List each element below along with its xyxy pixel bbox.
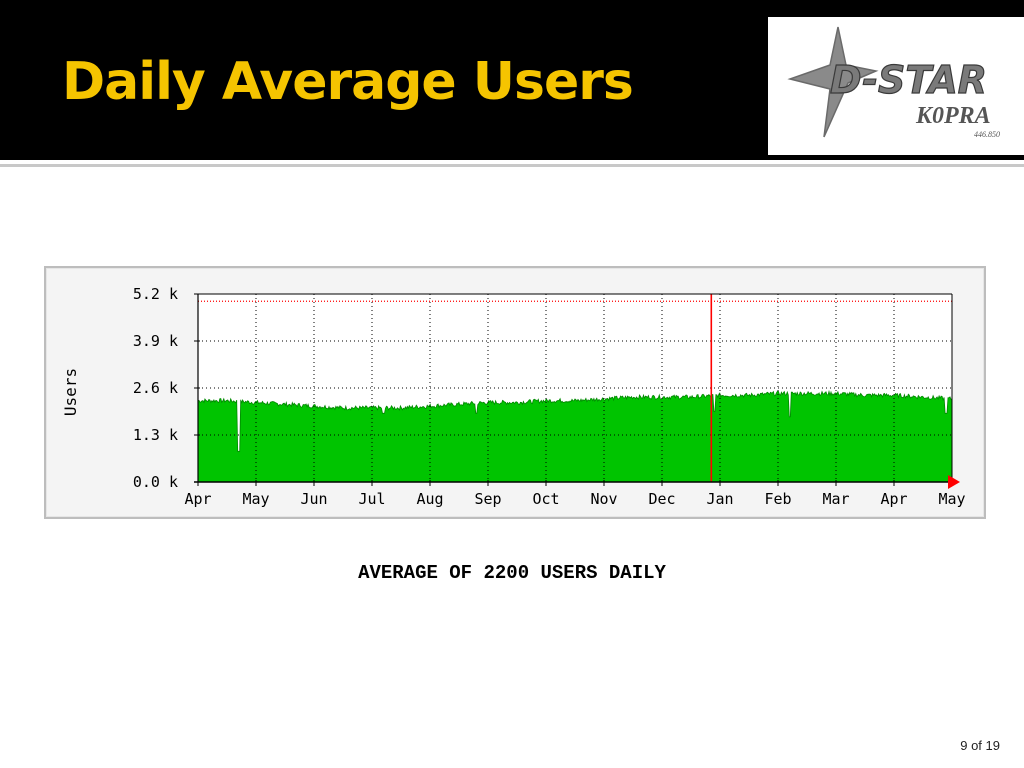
x-tick-label: Dec xyxy=(648,490,675,508)
x-tick-label: Jan xyxy=(706,490,733,508)
x-tick-label: May xyxy=(242,490,269,508)
header-rule-gray xyxy=(0,164,1024,167)
users-area-series xyxy=(197,389,953,483)
x-tick-label: Jul xyxy=(358,490,385,508)
logo-dstar-text: D-STAR xyxy=(830,58,987,102)
header-rule-white xyxy=(0,160,1024,163)
x-tick-label: Nov xyxy=(590,490,617,508)
y-tick-label: 5.2 k xyxy=(133,285,178,303)
chart-caption: AVERAGE OF 2200 USERS DAILY xyxy=(358,562,666,584)
x-tick-label: Mar xyxy=(822,490,849,508)
y-tick-label: 0.0 k xyxy=(133,473,178,491)
x-tick-label: Jun xyxy=(300,490,327,508)
x-tick-label: Aug xyxy=(416,490,443,508)
x-tick-label: Apr xyxy=(184,490,211,508)
x-tick-label: Feb xyxy=(764,490,791,508)
logo-callsign-text: K0PRA xyxy=(915,103,991,129)
chart-frame: Users 0.0 k 1.3 k 2.6 k 3.9 k 5.2 k Apr May Jun… xyxy=(44,266,986,519)
logo-frequency-text: 446.850 xyxy=(974,130,1000,139)
users-chart: Users 0.0 k 1.3 k 2.6 k 3.9 k 5.2 k Apr May Jun… xyxy=(61,285,966,508)
x-axis-arrow-icon xyxy=(948,475,960,489)
y-tick-label: 3.9 k xyxy=(133,332,178,350)
slide-title: Daily Average Users xyxy=(62,52,634,112)
y-tick-label: 2.6 k xyxy=(133,379,178,397)
logo: D-STAR K0PRA 446.850 xyxy=(768,17,1024,155)
x-tick-label: Apr xyxy=(880,490,907,508)
page-number: 9 of 19 xyxy=(960,738,1000,753)
y-axis-label: Users xyxy=(61,368,80,416)
y-tick-label: 1.3 k xyxy=(133,426,178,444)
x-tick-label: Sep xyxy=(474,490,501,508)
x-tick-label: Oct xyxy=(532,490,559,508)
star-icon xyxy=(787,26,879,138)
x-tick-label: May xyxy=(938,490,965,508)
